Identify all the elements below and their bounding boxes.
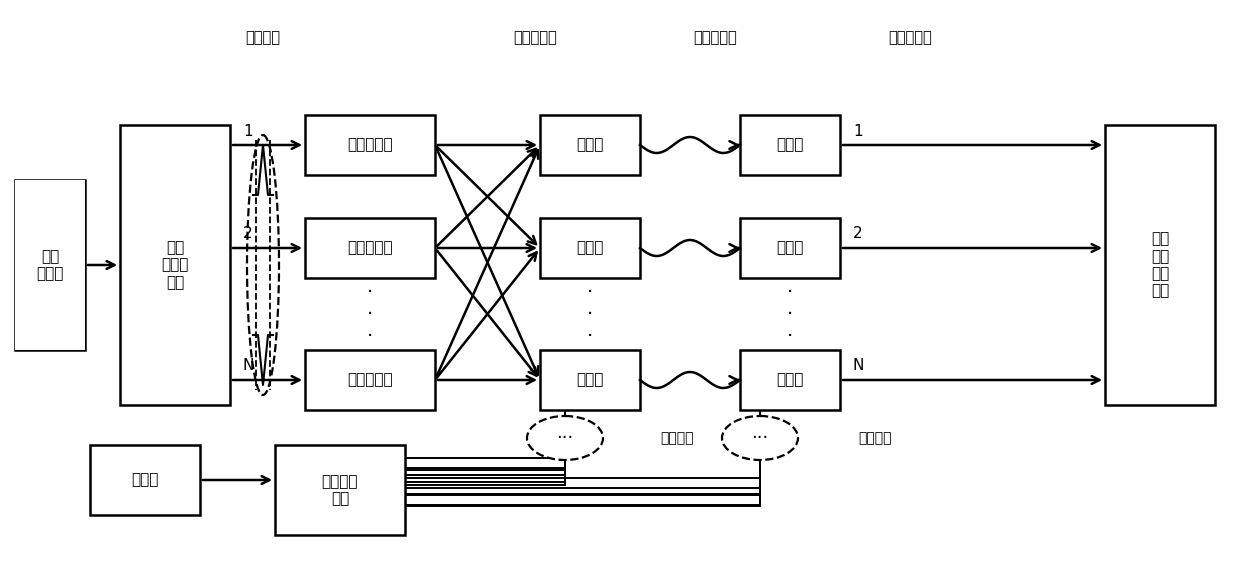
Text: ·
·
·: · · · [787,282,794,346]
Text: 频率综合
模块: 频率综合 模块 [321,474,358,506]
Bar [15,180,86,350]
Text: 限幅放大器: 限幅放大器 [347,137,393,152]
Bar [15,180,86,350]
Text: ·
·
·: · · · [367,282,373,346]
Text: 比较器: 比较器 [577,137,604,152]
Bar [1105,125,1215,405]
Text: 异或门: 异或门 [776,137,804,152]
Bar [91,445,200,515]
Bar [539,350,640,410]
Text: 第一时钟: 第一时钟 [660,431,693,445]
Text: 接收
光信号: 接收 光信号 [36,249,63,281]
Text: 第二电信号: 第二电信号 [693,30,737,45]
Text: 比较器: 比较器 [577,372,604,388]
Text: 比较器: 比较器 [577,240,604,255]
Ellipse shape [527,416,603,460]
Text: 原子钟: 原子钟 [131,473,159,488]
Bar [305,350,435,410]
Text: ···: ··· [557,429,574,447]
Text: 第二时钟: 第二时钟 [858,431,892,445]
Bar [740,218,839,278]
Bar [539,218,640,278]
Text: 2: 2 [853,226,863,242]
Text: 1: 1 [853,123,863,139]
Ellipse shape [722,416,799,460]
Text: 2: 2 [243,226,253,242]
Bar [305,218,435,278]
Text: 第三电信号: 第三电信号 [888,30,932,45]
Bar [740,350,839,410]
Text: N: N [242,359,254,374]
Text: N: N [852,359,864,374]
Text: 限幅放大器: 限幅放大器 [347,240,393,255]
Text: 异或门: 异或门 [776,372,804,388]
Text: 测距
信号
处理
模块: 测距 信号 处理 模块 [1151,232,1169,299]
Text: 限幅放大器: 限幅放大器 [347,372,393,388]
Text: 光电
探测器
阵列: 光电 探测器 阵列 [161,240,188,290]
Text: 1: 1 [243,123,253,139]
Bar [740,115,839,175]
Text: ···: ··· [751,429,769,447]
Bar [120,125,229,405]
Text: 第一电信号: 第一电信号 [513,30,557,45]
Text: 尖峰脉冲: 尖峰脉冲 [246,30,280,45]
Text: ·
·
·: · · · [587,282,593,346]
Bar [539,115,640,175]
Text: 接收
光信号: 接收 光信号 [36,249,63,281]
Text: 异或门: 异或门 [776,240,804,255]
Bar [305,115,435,175]
Bar [275,445,405,535]
